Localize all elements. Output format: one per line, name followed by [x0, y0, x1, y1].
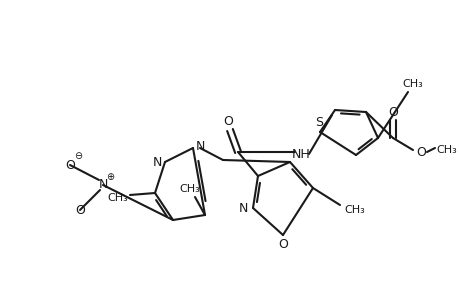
Text: O: O	[75, 203, 85, 217]
Text: O: O	[387, 106, 397, 118]
Text: N: N	[238, 202, 247, 215]
Text: ⊕: ⊕	[106, 172, 114, 182]
Text: O: O	[223, 115, 232, 128]
Text: O: O	[415, 146, 425, 158]
Text: NH: NH	[291, 148, 310, 160]
Text: N: N	[195, 140, 204, 152]
Text: CH₃: CH₃	[344, 205, 364, 215]
Text: CH₃: CH₃	[436, 145, 456, 155]
Text: O: O	[65, 158, 75, 172]
Text: CH₃: CH₃	[107, 193, 128, 203]
Text: S: S	[314, 116, 322, 128]
Text: ⊖: ⊖	[74, 151, 82, 161]
Text: N: N	[152, 155, 161, 169]
Text: CH₃: CH₃	[179, 184, 200, 194]
Text: N: N	[98, 178, 107, 191]
Text: CH₃: CH₃	[402, 79, 422, 89]
Text: O: O	[277, 238, 287, 250]
